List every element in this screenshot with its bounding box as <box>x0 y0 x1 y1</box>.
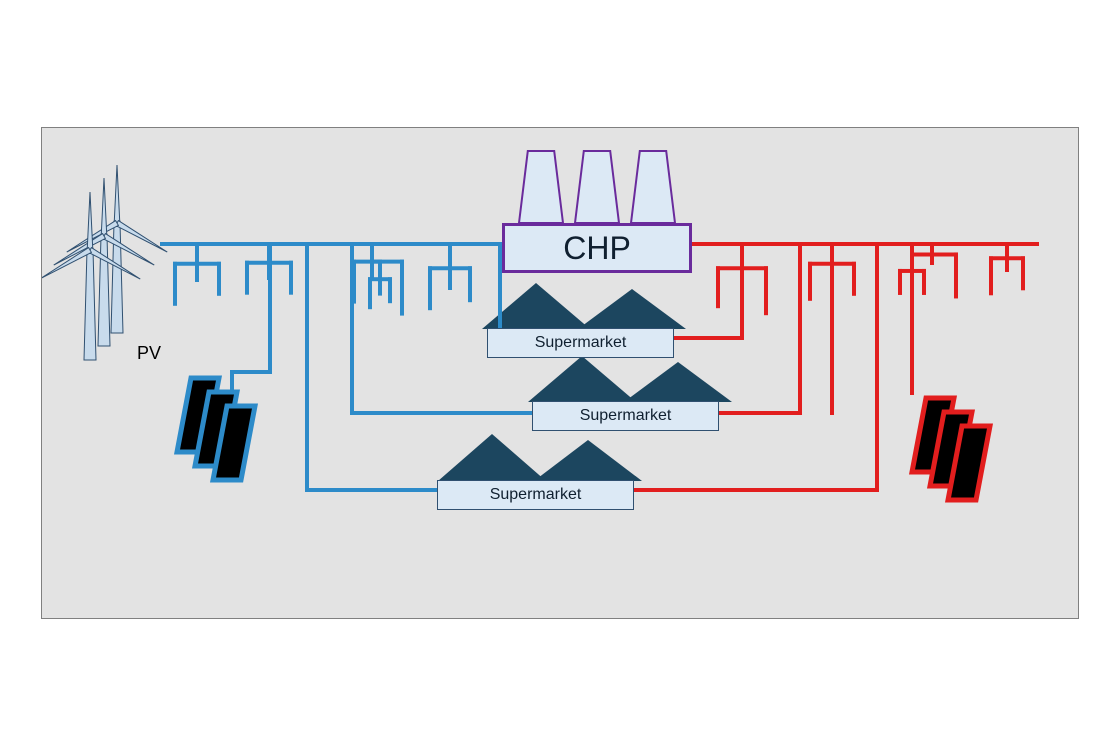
supermarket-box-2: Supermarket <box>532 401 719 431</box>
diagram-svg <box>42 128 1078 618</box>
supermarket-2-label: Supermarket <box>580 407 672 424</box>
supermarket-1-label: Supermarket <box>535 334 627 351</box>
diagram-panel: CHP PV Supermarket Supermarket Supermark… <box>42 128 1078 618</box>
chp-label: CHP <box>563 230 631 266</box>
supermarket-box-1: Supermarket <box>487 328 674 358</box>
supermarket-3-label: Supermarket <box>490 486 582 503</box>
chp-plant-box: CHP <box>502 223 692 273</box>
pv-label: PV <box>137 343 161 364</box>
page: CHP PV Supermarket Supermarket Supermark… <box>0 0 1120 747</box>
supermarket-box-3: Supermarket <box>437 480 634 510</box>
